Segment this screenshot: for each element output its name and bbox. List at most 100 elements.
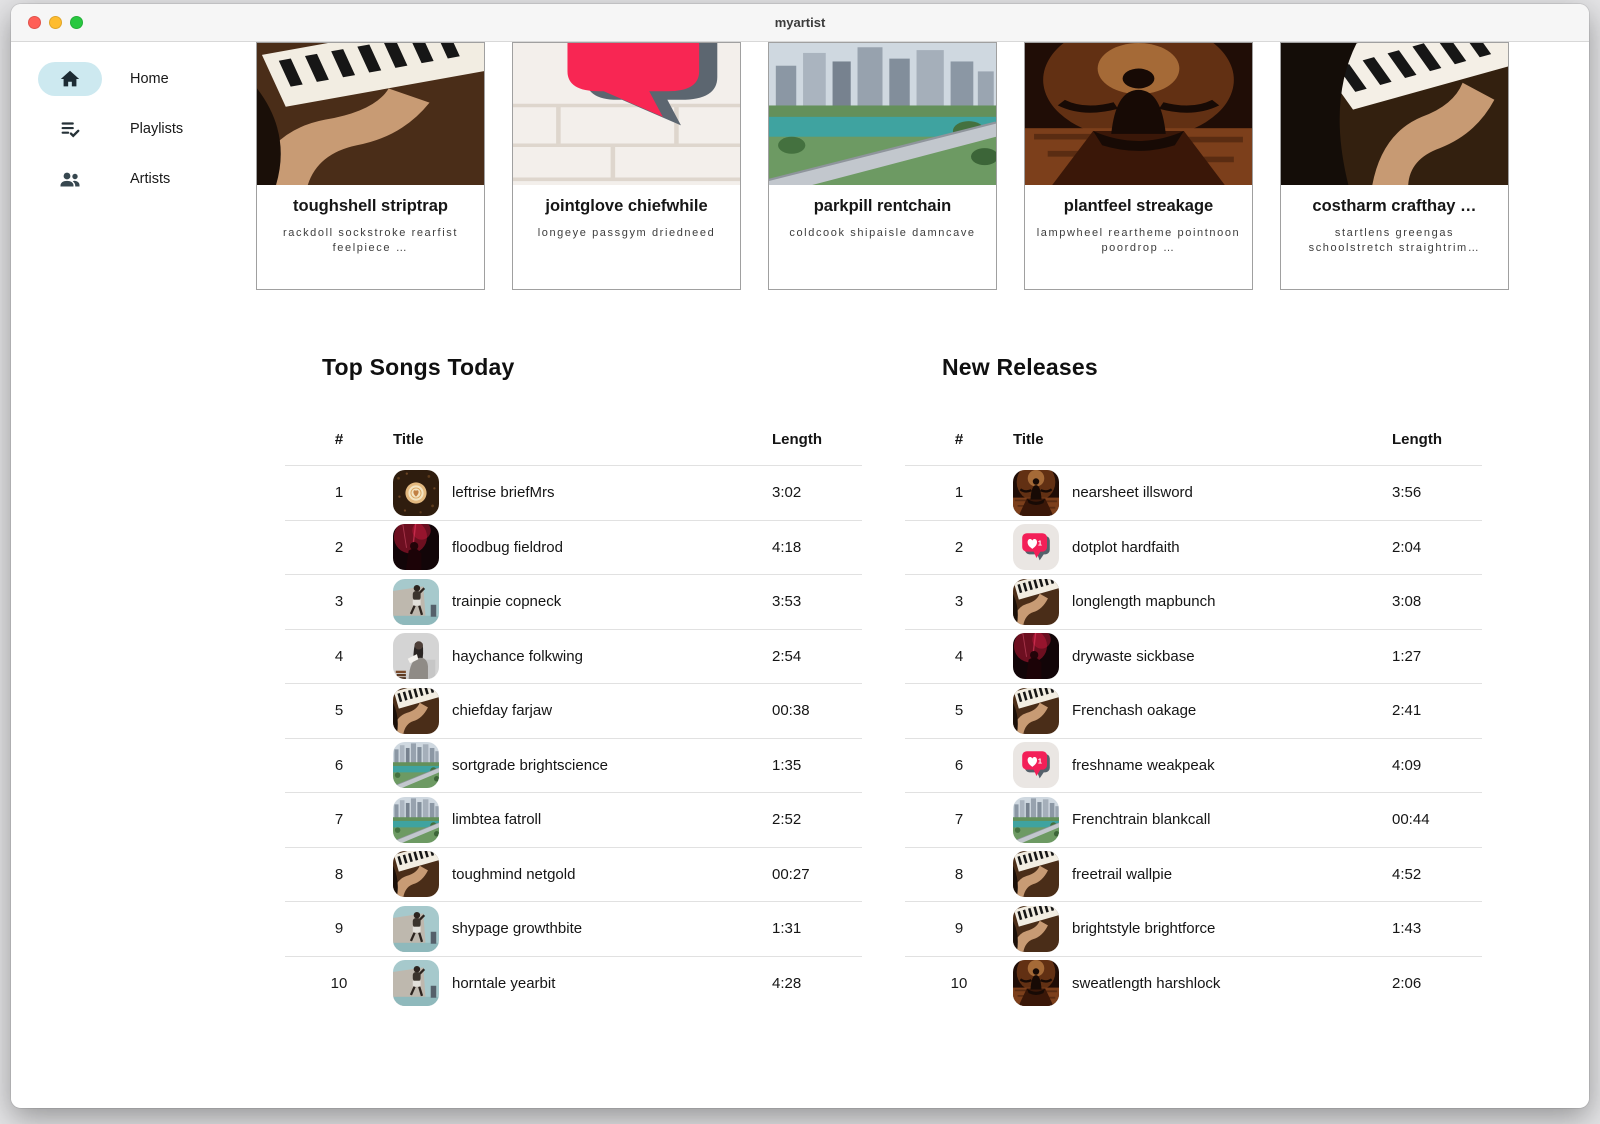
song-row[interactable]: 7 Frenchtrain blankcall 00:44 — [905, 792, 1482, 847]
playlist-icon — [38, 112, 102, 146]
song-rank: 3 — [954, 593, 964, 611]
song-title: nearsheet illsword — [1072, 484, 1193, 502]
song-row[interactable]: 9 shypage growthbite 1:31 — [285, 901, 862, 956]
featured-card-5[interactable]: costharm crafthay … startlens greengas s… — [1280, 42, 1509, 290]
song-length: 1:43 — [1392, 920, 1422, 938]
sidebar: Home Playlists Artists — [11, 42, 256, 1107]
song-title: haychance folkwing — [452, 647, 583, 665]
song-row[interactable]: 2 floodbug fieldrod 4:18 — [285, 519, 862, 575]
song-row[interactable]: 1 nearsheet illsword 3:56 — [905, 465, 1482, 520]
song-row[interactable]: 9 brightstyle brightforce 1:43 — [905, 901, 1482, 956]
like-thumbnail: 1 — [1013, 742, 1059, 789]
song-row[interactable]: 5 chiefday farjaw 00:38 — [285, 683, 862, 738]
song-length: 2:54 — [772, 647, 802, 665]
piano-thumbnail — [1013, 578, 1059, 625]
song-title: horntale yearbit — [452, 974, 556, 992]
song-title: shypage growthbite — [452, 920, 583, 938]
song-rank: 1 — [334, 484, 344, 502]
like-thumbnail: 1 — [1013, 524, 1059, 571]
song-rank: 5 — [334, 702, 344, 720]
table-header: # Title Length — [905, 431, 1482, 465]
app-window: myartist Home Playlists Artists toughshe… — [11, 4, 1589, 1108]
piano-thumbnail — [1013, 905, 1059, 952]
coffee-thumbnail — [393, 469, 439, 516]
song-row[interactable]: 1 leftrise briefMrs 3:02 — [285, 465, 862, 520]
featured-card-1[interactable]: toughshell striptrap rackdoll sockstroke… — [256, 42, 485, 290]
jumper-thumbnail — [393, 905, 439, 952]
sidebar-item-label: Home — [130, 71, 169, 87]
song-title: floodbug fieldrod — [452, 538, 563, 556]
sidebar-item-playlists[interactable]: Playlists — [38, 109, 256, 149]
minimize-button[interactable] — [49, 16, 62, 29]
song-length: 3:02 — [772, 484, 802, 502]
city-thumbnail — [393, 796, 439, 843]
close-button[interactable] — [28, 16, 41, 29]
song-row[interactable]: 10 horntale yearbit 4:28 — [285, 955, 862, 1011]
song-row[interactable]: 7 limbtea fatroll 2:52 — [285, 792, 862, 847]
sidebar-item-label: Playlists — [130, 121, 184, 137]
song-length: 4:52 — [1392, 865, 1422, 883]
main-content: toughshell striptrap rackdoll sockstroke… — [256, 42, 1589, 1107]
card-subtitle: longeye passgym driedneed — [537, 227, 716, 239]
song-title: toughmind netgold — [452, 865, 576, 883]
song-row[interactable]: 4 haychance folkwing 2:54 — [285, 628, 862, 684]
reader-thumbnail — [393, 633, 439, 680]
featured-card-2[interactable]: jointglove chiefwhile longeye passgym dr… — [512, 42, 741, 290]
song-row[interactable]: 3 longlength mapbunch 3:08 — [905, 574, 1482, 629]
song-length: 1:31 — [772, 920, 802, 938]
song-row[interactable]: 6 1 freshname weakpeak 4:09 — [905, 737, 1482, 793]
song-title: brightstyle brightforce — [1072, 920, 1216, 938]
meditation-thumbnail — [1013, 469, 1059, 516]
song-rank: 1 — [954, 484, 964, 502]
song-length: 3:56 — [1392, 484, 1422, 502]
song-rank: 9 — [334, 920, 344, 938]
jumper-thumbnail — [393, 960, 439, 1007]
zoom-button[interactable] — [70, 16, 83, 29]
sidebar-item-artists[interactable]: Artists — [38, 159, 256, 199]
column-length: Length — [772, 431, 822, 448]
piano-thumbnail — [393, 851, 439, 898]
meditation-album-art — [1025, 43, 1252, 185]
featured-card-3[interactable]: parkpill rentchain coldcook shipaisle da… — [768, 42, 997, 290]
piano-thumbnail — [393, 687, 439, 734]
song-row[interactable]: 8 freetrail wallpie 4:52 — [905, 846, 1482, 902]
jumper-thumbnail — [393, 578, 439, 625]
column-number: # — [334, 431, 344, 448]
tables-area: Top Songs Today # Title Length 1 leftris… — [256, 354, 1589, 1010]
song-length: 2:41 — [1392, 702, 1422, 720]
song-title: freshname weakpeak — [1072, 756, 1215, 774]
song-rank: 8 — [954, 865, 964, 883]
piano-light-album-art — [1281, 43, 1508, 185]
song-title: dotplot hardfaith — [1072, 538, 1180, 556]
song-row[interactable]: 5 Frenchash oakage 2:41 — [905, 683, 1482, 738]
song-row[interactable]: 4 drywaste sickbase 1:27 — [905, 628, 1482, 684]
sidebar-item-home[interactable]: Home — [38, 59, 256, 99]
concert-thumbnail — [393, 524, 439, 571]
song-rank: 10 — [330, 974, 348, 992]
song-title: limbtea fatroll — [452, 811, 542, 829]
top-songs-section: Top Songs Today # Title Length 1 leftris… — [285, 354, 862, 1010]
song-row[interactable]: 2 1 dotplot hardfaith 2:04 — [905, 519, 1482, 575]
song-title: trainpie copneck — [452, 593, 562, 611]
song-length: 1:27 — [1392, 647, 1422, 665]
column-title: Title — [1013, 431, 1044, 448]
top-songs-heading: Top Songs Today — [322, 354, 515, 380]
song-length: 1:35 — [772, 756, 802, 774]
song-length: 2:04 — [1392, 538, 1422, 556]
new-releases-rows: 1 nearsheet illsword 3:56 2 1 dotplot ha… — [905, 465, 1482, 1010]
song-rank: 4 — [334, 647, 344, 665]
song-rank: 2 — [954, 538, 964, 556]
featured-card-4[interactable]: plantfeel streakage lampwheel reartheme … — [1024, 42, 1253, 290]
song-rank: 7 — [334, 811, 344, 829]
home-icon — [38, 62, 102, 96]
song-title: leftrise briefMrs — [452, 484, 555, 502]
new-releases-heading: New Releases — [942, 354, 1098, 380]
song-row[interactable]: 8 toughmind netgold 00:27 — [285, 846, 862, 902]
song-row[interactable]: 10 sweatlength harshlock 2:06 — [905, 955, 1482, 1011]
graffiti-album-art — [513, 43, 740, 185]
song-title: freetrail wallpie — [1072, 865, 1173, 883]
song-row[interactable]: 3 trainpie copneck 3:53 — [285, 574, 862, 629]
column-title: Title — [393, 431, 424, 448]
song-row[interactable]: 6 sortgrade brightscience 1:35 — [285, 737, 862, 793]
svg-text:1: 1 — [1038, 757, 1042, 766]
